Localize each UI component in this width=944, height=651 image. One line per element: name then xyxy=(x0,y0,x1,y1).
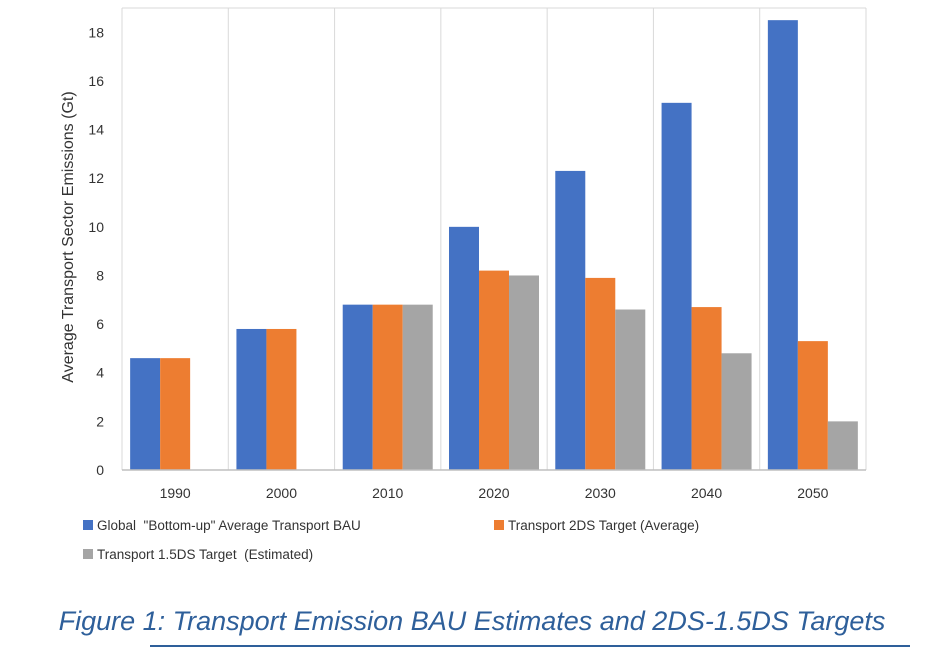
x-tick-label: 2000 xyxy=(266,485,297,501)
bar-2040-series-2 xyxy=(691,307,722,470)
bar-2040-series-3 xyxy=(721,353,752,470)
bar-2050-series-2 xyxy=(797,341,828,470)
bar-chart: Average Transport Sector Emissions (Gt) … xyxy=(60,7,867,562)
x-tick-label: 2010 xyxy=(372,485,403,501)
legend-label-1: Global "Bottom-up" Average Transport BAU xyxy=(97,518,361,533)
bar-2000-series-2 xyxy=(266,328,297,470)
legend-label-3: Transport 1.5DS Target (Estimated) xyxy=(97,547,313,562)
chart-container: Average Transport Sector Emissions (Gt) … xyxy=(60,7,867,562)
bar-2010-series-1 xyxy=(342,304,373,470)
legend-swatch-3 xyxy=(83,549,93,559)
y-tick-label: 12 xyxy=(88,170,104,186)
x-tick-label: 1990 xyxy=(160,485,191,501)
bar-2020-series-3 xyxy=(509,275,539,470)
legend: Global "Bottom-up" Average Transport BAU… xyxy=(83,518,699,562)
caption-underline xyxy=(150,645,910,647)
bar-2000-series-1 xyxy=(236,328,267,470)
bar-2050-series-1 xyxy=(767,20,798,470)
legend-swatch-1 xyxy=(83,520,93,530)
y-tick-label: 18 xyxy=(88,24,104,40)
bar-2030-series-2 xyxy=(585,277,616,470)
y-tick-label: 4 xyxy=(96,365,104,381)
bar-2030-series-1 xyxy=(555,170,586,471)
bar-2010-series-2 xyxy=(372,304,403,470)
y-tick-label: 14 xyxy=(88,122,104,138)
x-tick-label: 2040 xyxy=(691,485,722,501)
bar-2020-series-2 xyxy=(479,270,509,470)
x-tick-label: 2050 xyxy=(797,485,828,501)
y-tick-label: 6 xyxy=(96,316,104,332)
y-axis-title: Average Transport Sector Emissions (Gt) xyxy=(60,91,77,382)
plot-area: 0 2 4 6 8 10 12 14 16 18 1990 2000 2010 2020 2030 2040 2… xyxy=(88,7,867,501)
y-tick-label: 2 xyxy=(96,413,104,429)
bar-1990-series-1 xyxy=(130,358,161,470)
y-tick-label: 8 xyxy=(96,267,104,283)
x-tick-label: 2030 xyxy=(585,485,616,501)
bar-2030-series-3 xyxy=(615,309,646,470)
bar-2040-series-1 xyxy=(661,102,692,471)
legend-swatch-2 xyxy=(494,520,504,530)
bar-1990-series-2 xyxy=(160,358,191,470)
x-tick-label: 2020 xyxy=(478,485,509,501)
y-tick-label: 10 xyxy=(88,219,104,235)
bar-2050-series-3 xyxy=(827,421,858,470)
y-tick-label: 16 xyxy=(88,73,104,89)
bar-2010-series-3 xyxy=(402,304,433,470)
figure-caption: Figure 1: Transport Emission BAU Estimat… xyxy=(58,606,886,636)
y-tick-label: 0 xyxy=(96,462,104,478)
legend-label-2: Transport 2DS Target (Average) xyxy=(508,518,699,533)
bar-2020-series-1 xyxy=(449,226,479,470)
